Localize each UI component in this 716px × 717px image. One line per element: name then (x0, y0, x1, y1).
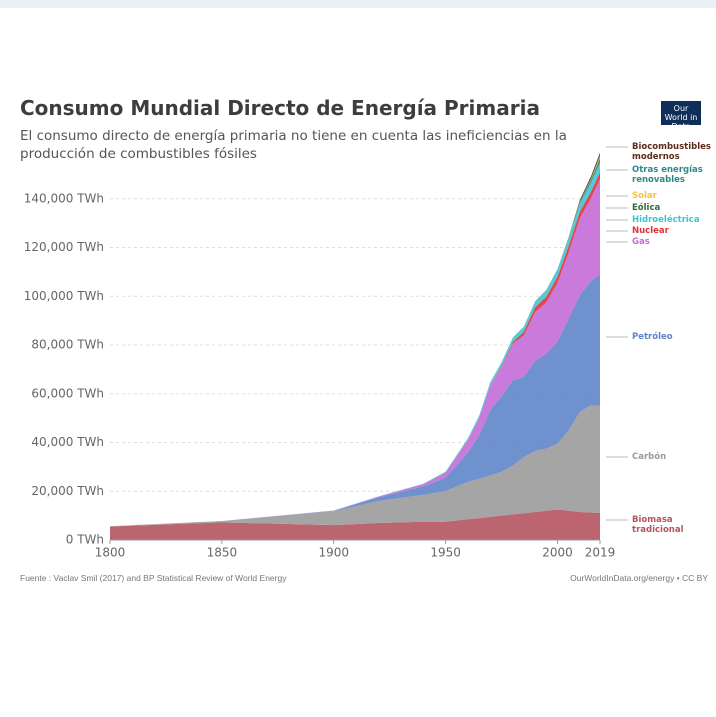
chart-subtitle: El consumo directo de energía primaria n… (20, 128, 567, 162)
y-tick-label: 40,000 TWh (31, 435, 104, 449)
y-tick-label: 20,000 TWh (31, 484, 104, 498)
legend-label: Nuclear (632, 226, 669, 236)
legend-label: Biomasa tradicional (632, 515, 684, 535)
legend-label: Eólica (632, 203, 661, 213)
chart-title: Consumo Mundial Directo de Energía Prima… (20, 96, 540, 120)
top-strip (0, 0, 716, 8)
legend-label: Petróleo (632, 332, 673, 342)
logo: Our World in Data (661, 101, 701, 131)
x-tick-label: 2019 (585, 546, 616, 560)
legend-label: Otras energías renovables (632, 165, 703, 185)
area (110, 274, 600, 527)
y-tick-label: 140,000 TWh (24, 191, 104, 205)
x-tick-label: 1950 (430, 546, 461, 560)
y-tick-label: 80,000 TWh (31, 338, 104, 352)
legend-label: Biocombustibles modernos (632, 142, 711, 162)
legend-label: Carbón (632, 452, 667, 462)
x-tick-label: 2000 (542, 546, 573, 560)
y-tick-label: 100,000 TWh (24, 289, 104, 303)
x-tick-label: 1900 (318, 546, 349, 560)
source-note: Fuente : Vaclav Smil (2017) and BP Stati… (20, 573, 287, 583)
y-tick-label: 0 TWh (66, 533, 104, 547)
chart: 0 TWh 20,000 TWh 40,000 TWh 60,000 TWh 80,00… (24, 146, 628, 560)
legend-label: Hidroeléctrica (632, 215, 700, 225)
x-tick-label: 1800 (95, 546, 126, 560)
legend-label: Solar (632, 191, 657, 201)
x-tick-label: 1850 (207, 546, 238, 560)
area (110, 405, 600, 527)
y-tick-label: 120,000 TWh (24, 240, 104, 254)
legend-label: Gas (632, 237, 650, 247)
y-tick-label: 60,000 TWh (31, 386, 104, 400)
area (110, 509, 600, 540)
license-note: OurWorldInData.org/energy • CC BY (570, 573, 708, 583)
